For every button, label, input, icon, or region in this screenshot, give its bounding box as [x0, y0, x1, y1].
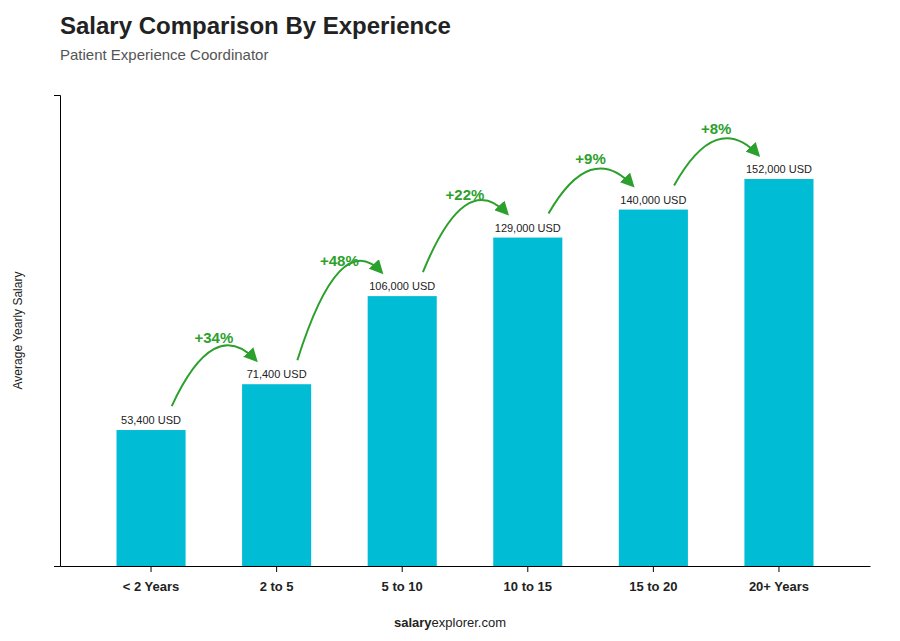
bar	[242, 384, 311, 566]
x-tick-label: 2 to 5	[260, 579, 294, 594]
y-axis	[54, 96, 61, 567]
x-tick-label: 5 to 10	[382, 579, 423, 594]
data-label: 152,000 USD	[746, 163, 812, 175]
x-tick-mark	[402, 566, 403, 572]
x-tick-mark	[778, 566, 779, 572]
footer: salaryexplorer.com	[394, 615, 506, 630]
x-tick-label: 15 to 20	[629, 579, 677, 594]
change-arrow	[172, 345, 256, 406]
x-tick: < 2 Years	[123, 566, 180, 594]
plot-area: < 2 Years 2 to 5 5 to 10 10 to 15 15 to 20 20…	[54, 96, 871, 594]
bar	[744, 179, 813, 566]
chart: < 2 Years 2 to 5 5 to 10 10 to 15 15 to 20 20…	[0, 0, 900, 641]
x-axis: < 2 Years 2 to 5 5 to 10 10 to 15 15 to 20 20…	[61, 566, 871, 594]
y-axis-title: Average Yearly Salary	[11, 272, 25, 390]
data-label: 129,000 USD	[495, 222, 561, 234]
bar	[117, 430, 186, 566]
annotation: +22%	[446, 186, 485, 203]
change-arrow	[549, 168, 633, 213]
x-tick-mark	[276, 566, 277, 572]
bar	[368, 296, 437, 566]
x-tick-mark	[151, 566, 152, 572]
x-tick-label: < 2 Years	[123, 579, 180, 594]
bar	[619, 210, 688, 566]
annotation: +48%	[320, 252, 359, 269]
bar	[493, 238, 562, 566]
x-tick-mark	[527, 566, 528, 572]
title: Salary Comparison By Experience	[60, 12, 451, 39]
footer-part: salary	[394, 615, 432, 630]
change-arrow	[297, 261, 381, 360]
x-axis-line	[61, 566, 871, 567]
subtitle: Patient Experience Coordinator	[60, 46, 268, 63]
annotation: +8%	[701, 120, 731, 137]
data-label: 53,400 USD	[121, 414, 181, 426]
x-tick: 5 to 10	[382, 566, 423, 594]
x-tick-label: 20+ Years	[749, 579, 809, 594]
change-arrow	[674, 138, 758, 185]
data-label: 106,000 USD	[369, 280, 435, 292]
change-arrow	[423, 200, 507, 272]
annotation: +9%	[575, 150, 605, 167]
data-label: 140,000 USD	[620, 194, 686, 206]
annotation: +34%	[194, 329, 233, 346]
data-labels: 53,400 USD 71,400 USD 106,000 USD 129,000 U…	[121, 163, 812, 426]
footer-part: explorer.com	[432, 615, 506, 630]
x-tick: 10 to 15	[504, 566, 552, 594]
data-label: 71,400 USD	[247, 368, 307, 380]
bars	[117, 179, 814, 566]
x-tick: 2 to 5	[260, 566, 294, 594]
change-annotations: +34% +48% +22% +9% +8%	[172, 120, 758, 406]
x-tick: 20+ Years	[749, 566, 809, 594]
y-axis-line	[54, 96, 61, 567]
x-tick-mark	[653, 566, 654, 572]
x-tick-label: 10 to 15	[504, 579, 552, 594]
x-tick: 15 to 20	[629, 566, 677, 594]
